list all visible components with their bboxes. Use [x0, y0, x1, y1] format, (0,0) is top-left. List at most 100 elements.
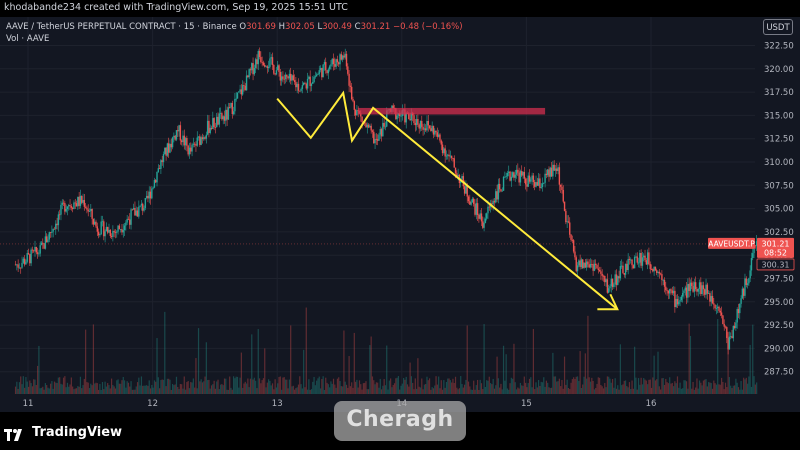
- candle-body: [423, 128, 426, 130]
- candle-body: [466, 184, 468, 197]
- candle-body: [221, 113, 223, 120]
- chart-area[interactable]: [0, 17, 800, 412]
- candle-body: [45, 236, 48, 243]
- open-value: 301.69: [246, 22, 276, 32]
- candle-body: [190, 147, 192, 152]
- volume-bar: [195, 358, 197, 394]
- annotation-arrowhead: [597, 293, 619, 311]
- volume-bar: [479, 379, 481, 394]
- candle-body: [396, 115, 398, 120]
- candle-body: [16, 264, 18, 266]
- candle-body: [691, 282, 693, 286]
- volume-bar: [344, 381, 346, 394]
- x-tick-label: 12: [147, 399, 158, 409]
- volume-bar: [491, 384, 493, 394]
- candle-body: [234, 98, 236, 112]
- candle-body: [607, 288, 610, 293]
- candle-body: [404, 109, 406, 123]
- volume-bar: [293, 389, 296, 394]
- watermark-text: Cheragh: [346, 407, 454, 432]
- candle-body: [400, 115, 402, 117]
- candle-body: [300, 88, 302, 91]
- volume-bar: [545, 380, 547, 394]
- volume-bar: [214, 388, 217, 394]
- volume-bar: [59, 377, 61, 394]
- volume-bar: [73, 389, 75, 394]
- volume-bar: [543, 377, 545, 394]
- y-tick-label: 312.50: [764, 135, 794, 145]
- volume-bar: [425, 384, 427, 394]
- volume-bar: [22, 376, 24, 394]
- candle-body: [670, 289, 672, 291]
- candle-body: [231, 102, 233, 115]
- candle-body: [641, 257, 644, 266]
- volume-bar: [513, 343, 515, 394]
- volume-bar: [730, 385, 732, 394]
- volume-bar: [526, 387, 528, 394]
- volume-bar: [721, 377, 723, 394]
- volume-bar: [536, 387, 538, 394]
- volume-bar: [213, 380, 215, 394]
- candle-body: [282, 76, 284, 79]
- candle-body: [35, 246, 38, 253]
- volume-bar: [576, 376, 579, 394]
- candle-body: [213, 118, 215, 128]
- candle-body: [274, 73, 276, 75]
- candle-body: [79, 195, 82, 206]
- y-tick-label: 310.00: [764, 158, 794, 168]
- candle-body: [36, 252, 39, 254]
- volume-bar: [295, 388, 297, 394]
- tradingview-logo[interactable]: TradingView: [4, 423, 122, 441]
- volume-bar: [538, 380, 540, 394]
- volume-bar: [658, 386, 660, 394]
- currency-button[interactable]: USDT: [763, 19, 793, 35]
- volume-bar: [386, 345, 388, 394]
- volume-bar: [255, 380, 257, 394]
- candle-body: [514, 174, 516, 178]
- candle-body: [735, 322, 737, 329]
- candle-body: [598, 269, 601, 272]
- candle-body: [562, 189, 564, 202]
- volume-bar: [16, 381, 18, 394]
- candle-body: [697, 288, 699, 292]
- volume-bar: [161, 379, 163, 394]
- volume-bar: [653, 355, 655, 394]
- candle-body: [53, 228, 56, 230]
- candle-body: [465, 184, 467, 194]
- volume-bar: [583, 376, 585, 394]
- volume-bar: [24, 387, 26, 394]
- candle-body: [447, 154, 449, 156]
- volume-bar: [47, 387, 49, 394]
- candle-body: [706, 284, 709, 294]
- volume-bar: [676, 376, 679, 394]
- candle-body: [611, 278, 614, 287]
- candle-body: [343, 55, 345, 58]
- volume-bar: [197, 328, 200, 394]
- volume-bar: [244, 381, 246, 394]
- volume-bar: [340, 386, 342, 394]
- volume-bar: [170, 389, 172, 394]
- volume-bar: [61, 384, 63, 394]
- candle-body: [26, 253, 28, 262]
- volume-bar: [474, 389, 476, 394]
- volume-bar: [196, 388, 198, 394]
- candle-body: [570, 234, 572, 240]
- volume-bar: [500, 383, 502, 394]
- volume-bar: [227, 389, 229, 394]
- candle-body: [565, 210, 567, 223]
- volume-bar: [578, 380, 580, 394]
- volume-bar: [679, 382, 681, 394]
- volume-bar: [602, 388, 605, 394]
- volume-bar: [700, 382, 702, 394]
- volume-bar: [748, 376, 750, 394]
- candle-body: [138, 206, 140, 217]
- candle-body: [130, 209, 132, 225]
- volume-bar: [356, 379, 358, 394]
- candle-body: [106, 226, 109, 233]
- candle-body: [715, 308, 718, 309]
- volume-bar: [264, 348, 266, 394]
- volume-bar: [489, 383, 492, 394]
- volume-bar: [178, 389, 180, 394]
- volume-bar: [379, 378, 381, 394]
